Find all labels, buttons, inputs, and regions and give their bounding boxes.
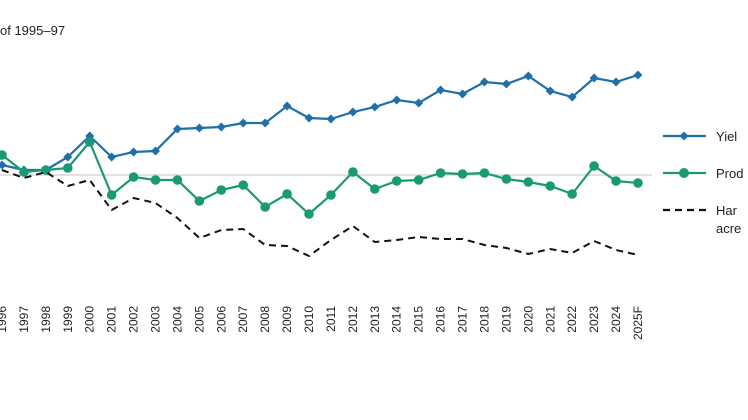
point bbox=[84, 137, 95, 147]
point bbox=[304, 113, 314, 123]
legend-marker bbox=[679, 168, 689, 178]
point bbox=[106, 190, 117, 200]
point bbox=[172, 175, 183, 185]
point bbox=[151, 146, 161, 156]
point bbox=[282, 189, 292, 199]
point bbox=[370, 102, 380, 112]
point bbox=[348, 167, 358, 177]
x-tick-label: 2019 bbox=[499, 306, 513, 333]
point bbox=[194, 123, 204, 133]
point bbox=[172, 124, 182, 134]
chart-title: of 1995–97 bbox=[0, 23, 65, 38]
legend-label: Har bbox=[716, 203, 738, 218]
x-tick-label: 2013 bbox=[368, 306, 382, 333]
point bbox=[326, 190, 336, 200]
x-tick-label: 2008 bbox=[258, 306, 272, 333]
point bbox=[62, 163, 73, 173]
point bbox=[589, 73, 599, 83]
point bbox=[436, 85, 446, 95]
legend-label: acre bbox=[716, 221, 741, 236]
series-line bbox=[1, 169, 639, 258]
x-tick-label: 2002 bbox=[127, 306, 141, 333]
x-tick-label: 1998 bbox=[39, 306, 53, 333]
point bbox=[413, 175, 424, 185]
x-tick-label: 2018 bbox=[477, 306, 491, 333]
point bbox=[458, 89, 468, 99]
x-tick-label: 2016 bbox=[434, 306, 448, 333]
x-tick-label: 2015 bbox=[412, 306, 426, 333]
x-tick-label: 2023 bbox=[587, 306, 601, 333]
point bbox=[216, 122, 226, 132]
point bbox=[392, 95, 402, 105]
x-tick-label: 1999 bbox=[61, 306, 75, 333]
x-tick-label: 1996 bbox=[0, 306, 9, 333]
point bbox=[129, 147, 139, 157]
point bbox=[238, 180, 249, 190]
point bbox=[326, 114, 336, 124]
x-tick-label: 2012 bbox=[346, 306, 360, 333]
x-tick-label: 2025F bbox=[631, 306, 645, 340]
point bbox=[589, 161, 599, 171]
point bbox=[479, 168, 490, 178]
x-tick-label: 2009 bbox=[280, 306, 294, 333]
x-tick-label: 2003 bbox=[149, 306, 163, 333]
x-tick-label: 2020 bbox=[521, 306, 535, 333]
point bbox=[611, 176, 621, 186]
point bbox=[501, 79, 511, 89]
x-tick-label: 2006 bbox=[214, 306, 228, 333]
series-line bbox=[1, 139, 639, 216]
point bbox=[633, 70, 643, 80]
x-tick-label: 2024 bbox=[609, 306, 623, 333]
point bbox=[545, 181, 556, 191]
point bbox=[523, 177, 534, 187]
point bbox=[435, 168, 446, 178]
point bbox=[19, 167, 29, 177]
series-line bbox=[1, 73, 639, 172]
point bbox=[304, 209, 314, 219]
legend-marker bbox=[679, 131, 689, 141]
point bbox=[194, 196, 205, 206]
x-tick-label: 1997 bbox=[17, 306, 31, 333]
point bbox=[107, 152, 117, 162]
point bbox=[479, 77, 489, 87]
point bbox=[0, 160, 7, 170]
x-tick-label: 2011 bbox=[324, 306, 338, 332]
x-tick-label: 2005 bbox=[192, 306, 206, 333]
point bbox=[611, 77, 621, 87]
point bbox=[260, 202, 270, 212]
x-tick-label: 2010 bbox=[302, 306, 316, 333]
point bbox=[0, 150, 7, 160]
point bbox=[414, 98, 424, 108]
point bbox=[370, 184, 380, 194]
x-tick-label: 2017 bbox=[456, 306, 470, 333]
x-tick-label: 2022 bbox=[565, 306, 579, 333]
x-tick-label: 2007 bbox=[236, 306, 250, 333]
point bbox=[150, 175, 161, 185]
point bbox=[523, 71, 533, 81]
x-tick-label: 2000 bbox=[83, 306, 97, 333]
point bbox=[282, 101, 292, 111]
x-tick-label: 2021 bbox=[543, 306, 557, 333]
x-tick-label: 2014 bbox=[390, 306, 404, 333]
point bbox=[501, 174, 512, 184]
point bbox=[545, 86, 555, 96]
point bbox=[633, 178, 643, 188]
point bbox=[216, 185, 227, 195]
point bbox=[238, 118, 248, 128]
point bbox=[260, 118, 270, 128]
point bbox=[128, 172, 139, 182]
x-tick-label: 2001 bbox=[105, 306, 119, 333]
point bbox=[567, 189, 577, 199]
point bbox=[348, 107, 358, 117]
point bbox=[567, 92, 577, 102]
legend-label: Prod bbox=[716, 166, 743, 181]
x-tick-label: 2004 bbox=[170, 306, 184, 333]
point bbox=[391, 176, 402, 186]
point bbox=[457, 169, 468, 179]
point bbox=[63, 152, 73, 162]
legend-label: Yiel bbox=[716, 129, 737, 144]
